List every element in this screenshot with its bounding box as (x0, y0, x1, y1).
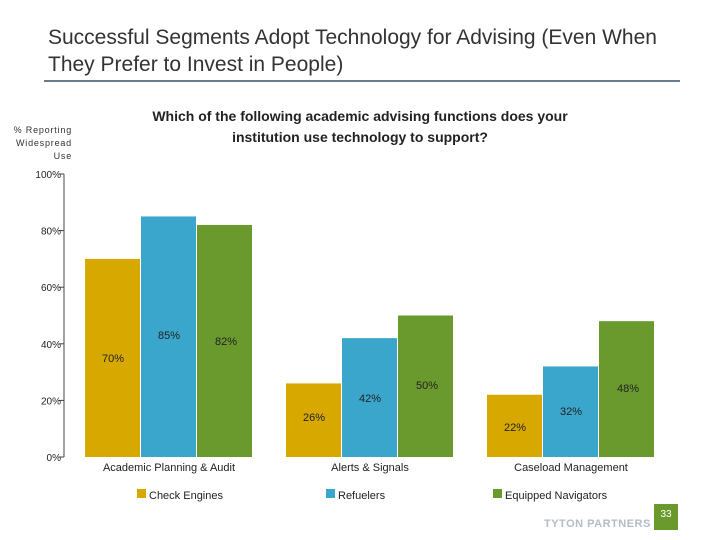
bar (543, 366, 598, 457)
legend-swatch (493, 489, 502, 498)
bar (85, 258, 140, 457)
y-tick-label: 80% (41, 227, 61, 238)
bar (599, 321, 654, 457)
bar (398, 315, 453, 457)
y-tick-label: 40% (41, 340, 61, 351)
title-divider (44, 80, 680, 82)
x-category-label: Academic Planning & Audit (103, 462, 235, 474)
bar-value-label: 50% (416, 380, 438, 392)
company-logo: TYTON PARTNERS (544, 518, 651, 530)
bar-value-label: 26% (303, 412, 325, 424)
x-category-label: Caseload Management (514, 462, 628, 474)
bar (286, 383, 341, 457)
y-axis-label: % Reporting Widespread Use (13, 125, 72, 161)
bar-value-label: 22% (504, 422, 526, 434)
legend-swatch (326, 489, 335, 498)
bar-value-label: 82% (215, 336, 237, 348)
bar-value-label: 85% (158, 330, 180, 342)
y-tick-label: 20% (41, 396, 61, 407)
legend-label: Equipped Navigators (505, 490, 608, 502)
bar (487, 394, 542, 457)
chart-title: Which of the following academic advising… (152, 108, 568, 145)
bar-value-label: 42% (359, 393, 381, 405)
bar (141, 216, 196, 457)
slide-title: Successful Segments Adopt Technology for… (48, 26, 657, 76)
legend-label: Check Engines (149, 490, 223, 502)
y-tick-label: 60% (41, 283, 61, 294)
bar-value-label: 48% (617, 383, 639, 395)
legend-swatch (137, 489, 146, 498)
legend-label: Refuelers (338, 490, 386, 502)
bar (197, 224, 252, 457)
page-number-badge: 33 (654, 504, 678, 530)
bar-value-label: 70% (102, 353, 124, 365)
bar (342, 338, 397, 457)
bar-value-label: 32% (560, 406, 582, 418)
y-tick-label: 100% (35, 170, 61, 181)
x-category-label: Alerts & Signals (331, 462, 409, 474)
y-tick-label: 0% (47, 453, 62, 464)
